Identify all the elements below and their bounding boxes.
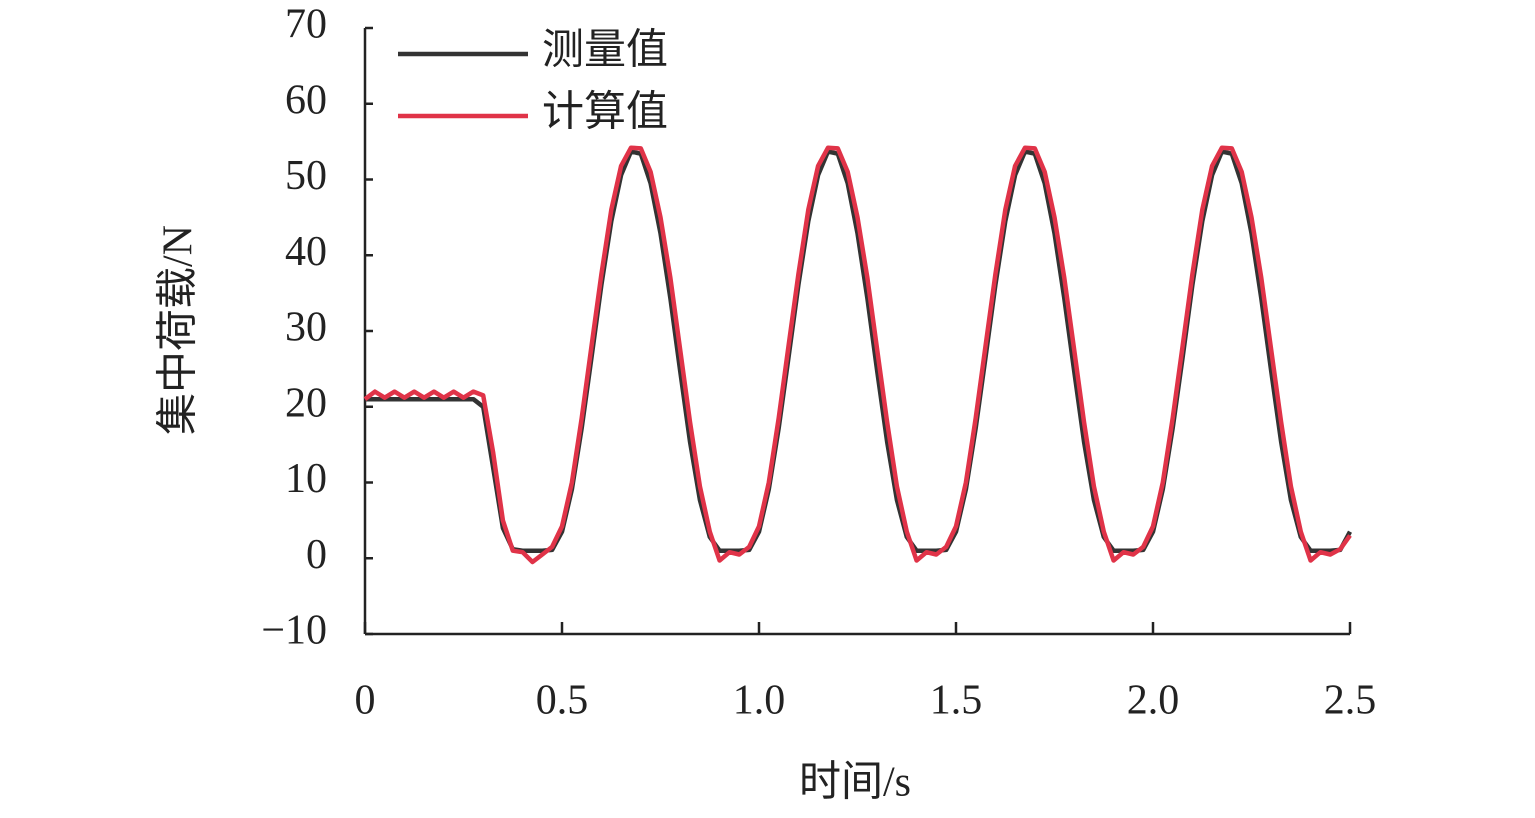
y-tick-label: 0 <box>306 532 327 578</box>
y-tick-label: 20 <box>285 380 327 426</box>
y-tick-label: 40 <box>285 229 327 275</box>
y-tick-label: 10 <box>285 456 327 502</box>
x-tick-label: 0.5 <box>536 678 589 724</box>
y-tick-label: 50 <box>285 153 327 199</box>
y-tick-label: 60 <box>285 77 327 123</box>
series-line <box>363 145 1352 565</box>
x-tick-label: 1.0 <box>733 678 786 724</box>
y-tick-label: −10 <box>261 608 327 654</box>
x-tick-label: 2.5 <box>1324 678 1377 724</box>
y-axis-label: 集中荷载/N <box>156 225 202 435</box>
y-tick-label: 70 <box>285 2 327 48</box>
y-tick-label: 30 <box>285 305 327 351</box>
legend-label: 计算值 <box>542 90 668 136</box>
x-axis-label: 时间/s <box>799 760 911 806</box>
legend-label: 测量值 <box>542 28 668 74</box>
x-tick-label: 1.5 <box>930 678 983 724</box>
x-tick-label: 2.0 <box>1127 678 1180 724</box>
x-tick-label: 0 <box>355 678 376 724</box>
